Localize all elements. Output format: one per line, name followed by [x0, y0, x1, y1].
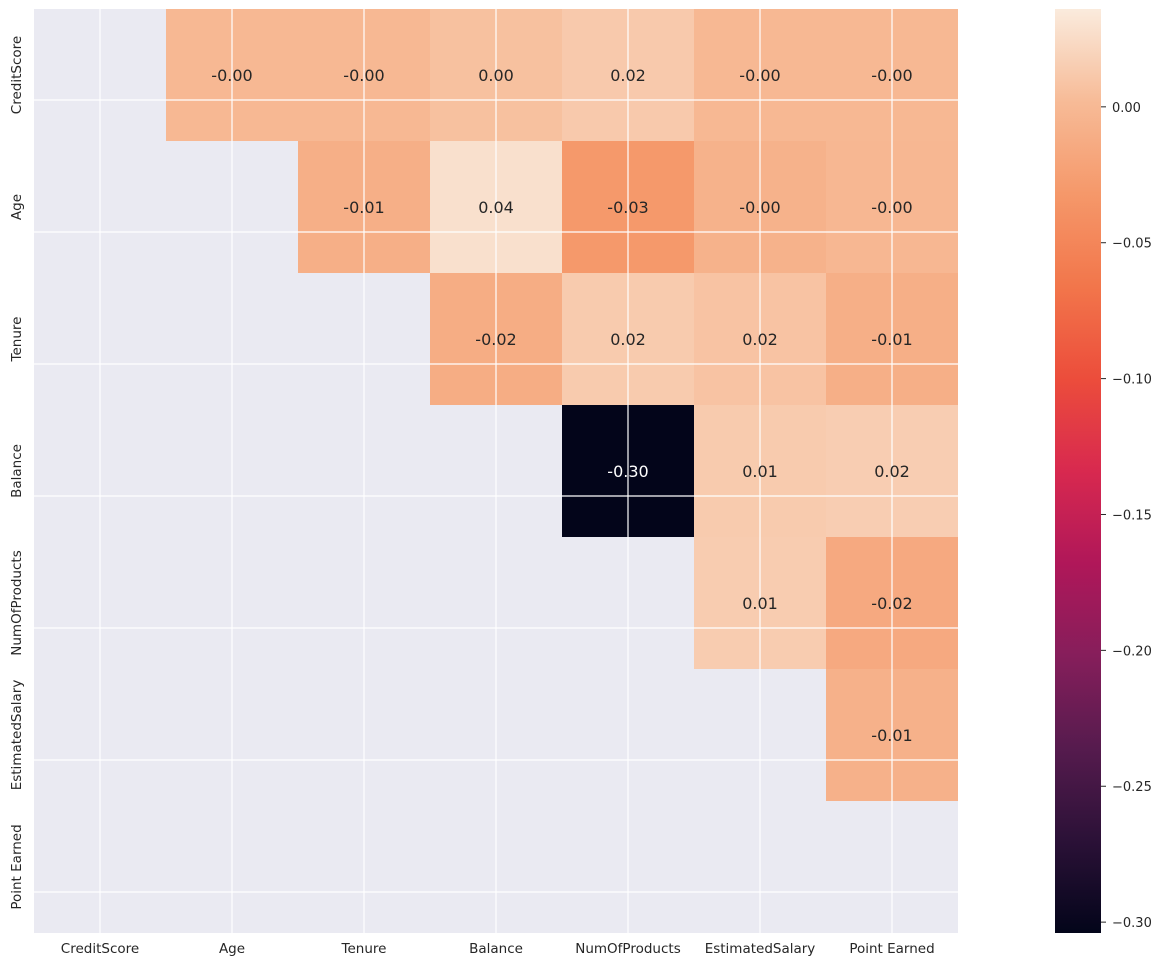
colorbar-tick-label: −0.05 — [1112, 237, 1152, 252]
x-tick-label: NumOfProducts — [575, 941, 680, 957]
cell-value-label: -0.01 — [343, 198, 384, 217]
cell-value-label: -0.00 — [871, 198, 912, 217]
cell-value-label: 0.02 — [874, 462, 910, 481]
colorbar-tick-label: −0.25 — [1112, 780, 1152, 795]
cell-value-label: -0.03 — [607, 198, 648, 217]
y-tick-label: NumOfProducts — [9, 550, 25, 655]
y-tick-label: Tenure — [9, 317, 25, 363]
cell-value-label: -0.02 — [871, 594, 912, 613]
colorbar-tick-labels: 0.00 −0.05 −0.10 −0.15 −0.20 −0.25 −0.30 — [1101, 101, 1152, 931]
x-axis-tick-labels: CreditScore Age Tenure Balance NumOfProducts… — [61, 941, 935, 957]
cell-value-label: -0.00 — [739, 198, 780, 217]
x-tick-label: CreditScore — [61, 941, 139, 957]
grid-lines — [34, 9, 958, 933]
cell-value-label: 0.02 — [610, 66, 646, 85]
y-tick-label: EstimatedSalary — [9, 680, 25, 791]
cell-value-label: -0.01 — [871, 726, 912, 745]
x-tick-label: Balance — [469, 941, 523, 957]
cell-value-label: -0.00 — [343, 66, 384, 85]
cell-value-label: 0.01 — [742, 462, 778, 481]
colorbar-tick-label: −0.20 — [1112, 644, 1152, 659]
y-tick-label: CreditScore — [9, 36, 25, 114]
y-tick-label: Point Earned — [9, 824, 25, 909]
y-axis-tick-labels: CreditScore Age Tenure Balance NumOfProducts… — [9, 36, 25, 910]
cell-value-label: 0.04 — [478, 198, 514, 217]
x-tick-label: Tenure — [341, 941, 387, 957]
cell-value-label: 0.02 — [610, 330, 646, 349]
cell-value-label: -0.00 — [871, 66, 912, 85]
cell-value-label: -0.00 — [739, 66, 780, 85]
cell-value-label: -0.01 — [871, 330, 912, 349]
colorbar — [1055, 9, 1101, 933]
colorbar-tick-label: −0.30 — [1112, 916, 1152, 931]
cell-value-label: 0.00 — [478, 66, 514, 85]
y-tick-label: Age — [9, 194, 25, 220]
x-tick-label: Age — [219, 941, 245, 957]
cell-value-label: 0.01 — [742, 594, 778, 613]
cell-value-label: -0.30 — [607, 462, 648, 481]
cell-value-label: 0.02 — [742, 330, 778, 349]
y-tick-label: Balance — [9, 444, 25, 498]
colorbar-tick-label: −0.10 — [1112, 373, 1152, 388]
cell-value-label: -0.00 — [211, 66, 252, 85]
colorbar-tick-label: −0.15 — [1112, 508, 1152, 523]
x-tick-label: Point Earned — [849, 941, 934, 957]
cell-value-label: -0.02 — [475, 330, 516, 349]
cell-annotations: -0.00 -0.00 0.00 0.02 -0.00 -0.00 -0.01 0.04 -0.… — [211, 66, 912, 745]
colorbar-tick-label: 0.00 — [1112, 101, 1141, 116]
x-tick-label: EstimatedSalary — [705, 941, 816, 957]
